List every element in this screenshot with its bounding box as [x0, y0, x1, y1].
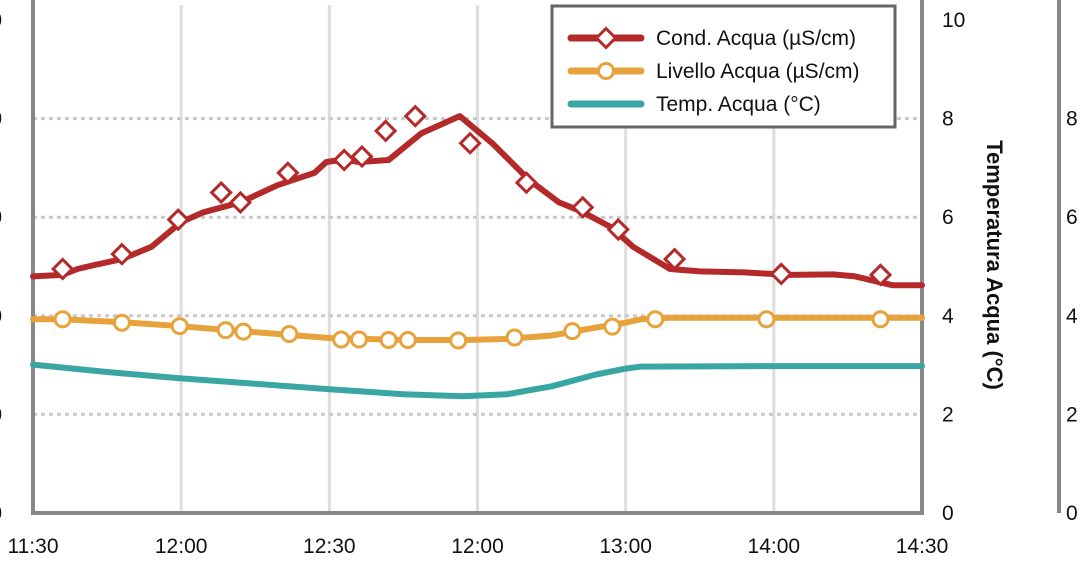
- data-point-marker: [216, 321, 235, 340]
- data-point-marker: [571, 195, 595, 219]
- data-point-marker: [280, 325, 299, 344]
- data-point-marker: [871, 310, 890, 329]
- data-point-marker: [332, 148, 356, 172]
- second-right-tick-label: 6: [1066, 206, 1078, 229]
- data-point-marker: [110, 242, 134, 266]
- data-point-marker: [166, 208, 190, 232]
- x-tick-label: 12:00: [155, 535, 208, 558]
- series-layer: [30, 104, 925, 400]
- x-tick-label: 14:30: [896, 535, 949, 558]
- data-point-marker: [51, 257, 75, 281]
- second-right-tick-label: 2: [1066, 403, 1078, 426]
- x-tick-label: 12:00: [451, 535, 504, 558]
- data-point-marker: [332, 330, 351, 349]
- data-point-marker: [349, 330, 368, 349]
- right-tick-label: 8: [942, 108, 954, 131]
- axes: [31, 0, 1061, 515]
- data-point-marker: [112, 313, 131, 332]
- x-tick-label: 11:30: [8, 535, 59, 558]
- left-tick-label: 0: [0, 502, 2, 525]
- series-line: [30, 361, 925, 400]
- data-point-marker: [514, 171, 539, 195]
- legend-swatch-marker: [597, 62, 615, 80]
- data-point-marker: [458, 131, 482, 155]
- right-axis-title: Temperatura Acqua (°C): [982, 140, 1007, 390]
- series-line: [30, 113, 925, 289]
- data-point-marker: [757, 310, 776, 329]
- left-tick-label: 0: [0, 403, 2, 426]
- data-point-marker: [276, 161, 300, 185]
- data-point-marker: [662, 247, 687, 271]
- data-point-marker: [403, 104, 427, 128]
- data-point-marker: [868, 263, 893, 287]
- right-tick-label: 2: [942, 403, 954, 426]
- data-point-marker: [505, 328, 524, 347]
- x-tick-label: 12:30: [303, 535, 356, 558]
- data-point-marker: [398, 330, 417, 349]
- legend-label: Temp. Acqua (°C): [656, 93, 821, 116]
- x-tick-label: 14:00: [748, 535, 801, 558]
- data-point-marker: [646, 310, 665, 329]
- data-point-marker: [563, 322, 582, 341]
- data-point-marker: [234, 322, 253, 341]
- second-right-tick-label: 4: [1066, 305, 1078, 328]
- data-point-marker: [53, 310, 72, 329]
- left-tick-label: 0: [0, 206, 2, 229]
- right-tick-label: 0: [942, 502, 954, 525]
- data-point-marker: [603, 317, 622, 336]
- data-point-marker: [769, 262, 793, 286]
- data-point-marker: [209, 180, 233, 205]
- data-point-marker: [170, 317, 189, 336]
- right-tick-label: 10: [942, 9, 965, 32]
- data-point-marker: [449, 331, 468, 350]
- left-tick-label: 0: [0, 108, 2, 131]
- right-tick-label: 4: [942, 305, 954, 328]
- tick-labels: 11:30 12:00 12:30 12:00 13:00 14:00 14:30 0 0 0 0 0…: [0, 9, 1078, 558]
- legend-swatch-marker: [594, 26, 618, 50]
- x-tick-label: 13:00: [599, 535, 652, 558]
- second-right-tick-label: 0: [1066, 502, 1078, 525]
- left-tick-label: 0: [0, 9, 2, 32]
- data-point-marker: [379, 330, 398, 349]
- legend-label: Cond. Acqua (µS/cm): [656, 27, 856, 50]
- data-point-marker: [374, 119, 398, 143]
- data-point-marker: [606, 217, 630, 242]
- right-tick-label: 6: [942, 206, 954, 229]
- legend-label: Livello Acqua (µS/cm): [656, 60, 860, 83]
- second-right-tick-label: 8: [1066, 108, 1078, 131]
- data-point-marker: [228, 190, 253, 215]
- left-tick-label: 0: [0, 305, 2, 328]
- legend: Cond. Acqua (µS/cm) Livello Acqua (µS/cm)…: [550, 4, 897, 129]
- data-point-marker: [350, 144, 374, 169]
